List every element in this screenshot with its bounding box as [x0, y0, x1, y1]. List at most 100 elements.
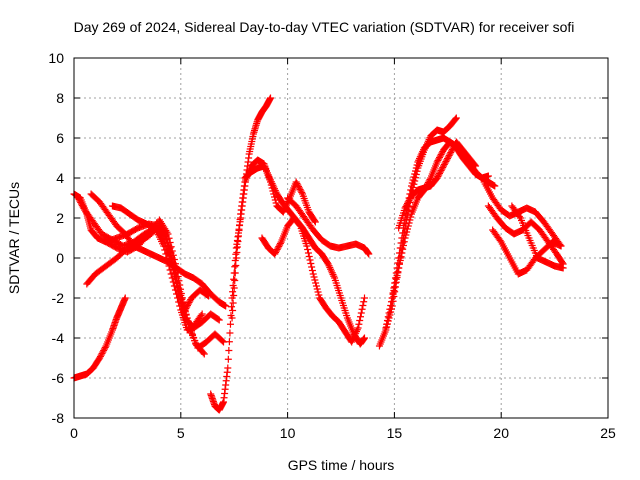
data-point	[438, 165, 446, 173]
data-point	[175, 284, 183, 292]
data-point	[98, 350, 106, 357]
data-point	[446, 150, 454, 158]
data-point	[439, 164, 447, 171]
data-point	[389, 290, 397, 298]
data-point	[200, 350, 208, 358]
data-point	[382, 324, 390, 332]
data-point	[186, 297, 194, 305]
data-point	[308, 267, 316, 274]
data-point	[191, 337, 199, 345]
series-track-11	[258, 214, 368, 346]
data-point	[443, 156, 451, 164]
data-point	[230, 292, 238, 299]
data-point	[181, 307, 189, 314]
data-point	[312, 279, 320, 287]
data-point	[75, 196, 83, 203]
data-point	[182, 310, 190, 318]
data-marks	[70, 94, 567, 414]
data-point	[393, 272, 401, 279]
data-point	[411, 167, 419, 175]
data-point	[296, 221, 304, 229]
data-point	[399, 245, 407, 253]
data-point	[433, 174, 441, 182]
data-point	[403, 201, 411, 209]
data-point	[100, 345, 108, 353]
data-point	[179, 299, 187, 307]
data-point	[229, 307, 237, 314]
data-point	[398, 249, 406, 257]
data-point	[435, 171, 443, 179]
data-point	[394, 268, 402, 276]
data-point	[218, 337, 226, 345]
data-point	[408, 179, 416, 187]
data-point	[445, 152, 453, 159]
data-point	[101, 344, 109, 351]
data-point	[403, 200, 411, 207]
data-point	[174, 279, 182, 287]
data-point	[436, 170, 444, 177]
data-point	[215, 316, 223, 324]
data-point	[383, 320, 391, 328]
data-point	[557, 242, 565, 250]
data-point	[411, 170, 419, 178]
data-point	[121, 294, 129, 302]
data-point	[214, 315, 222, 323]
data-point	[183, 314, 191, 322]
data-point	[225, 347, 233, 354]
series-track-10	[241, 162, 368, 348]
data-point	[308, 263, 316, 271]
data-point	[358, 305, 366, 313]
data-point	[491, 182, 499, 190]
data-point	[448, 147, 456, 155]
data-point	[311, 218, 319, 226]
data-point	[402, 203, 410, 210]
data-point	[293, 180, 301, 187]
x-axis-label: GPS time / hours	[288, 457, 395, 473]
data-point	[178, 295, 186, 303]
data-point	[391, 279, 399, 287]
data-point	[434, 173, 442, 180]
data-point	[96, 353, 104, 360]
data-point	[272, 247, 280, 255]
data-point	[190, 334, 198, 341]
data-point	[296, 186, 304, 193]
data-point	[171, 269, 179, 277]
data-point	[310, 273, 318, 281]
data-point	[484, 172, 492, 180]
data-point	[96, 354, 104, 362]
data-point	[77, 199, 85, 206]
data-point	[311, 217, 319, 225]
data-point	[433, 158, 441, 166]
data-point	[204, 291, 211, 299]
data-point	[228, 314, 236, 322]
data-point	[226, 329, 234, 337]
data-point	[231, 263, 239, 271]
y-tick-label: -4	[52, 330, 65, 346]
data-point	[306, 256, 314, 264]
plot-frame	[73, 57, 609, 419]
data-point	[434, 157, 442, 164]
data-point	[436, 152, 444, 160]
data-point	[100, 347, 108, 354]
data-point	[167, 249, 175, 257]
data-point	[354, 324, 362, 332]
data-point	[274, 244, 282, 252]
y-tick-label: 10	[48, 50, 64, 66]
data-point	[440, 161, 448, 168]
data-point	[401, 204, 409, 212]
data-point	[396, 257, 404, 264]
y-tick-label: -2	[52, 290, 65, 306]
data-point	[383, 317, 391, 324]
data-point	[229, 299, 237, 307]
data-point	[170, 264, 178, 272]
data-point	[442, 158, 450, 165]
data-point	[166, 244, 174, 252]
data-point	[273, 246, 281, 253]
data-point	[449, 144, 457, 152]
data-point	[407, 182, 415, 190]
series-track-5	[87, 190, 230, 310]
data-point	[272, 249, 280, 256]
data-point	[409, 176, 417, 184]
data-point	[384, 313, 392, 321]
data-point	[183, 302, 191, 309]
